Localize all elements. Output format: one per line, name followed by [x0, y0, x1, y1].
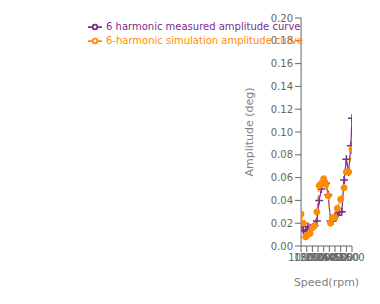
- svg-text:0.02: 0.02: [271, 218, 293, 229]
- svg-text:0.00: 0.00: [271, 241, 293, 252]
- svg-text:0.16: 0.16: [271, 58, 293, 69]
- svg-text:5500: 5500: [339, 252, 364, 263]
- svg-text:0.20: 0.20: [271, 13, 293, 24]
- svg-text:0.18: 0.18: [271, 35, 293, 46]
- svg-text:0.06: 0.06: [271, 172, 293, 183]
- svg-text:0.08: 0.08: [271, 149, 293, 160]
- svg-text:0.12: 0.12: [271, 104, 293, 115]
- svg-text:Speed(rpm): Speed(rpm): [294, 276, 359, 289]
- svg-text:0.04: 0.04: [271, 195, 293, 206]
- svg-text:0.14: 0.14: [271, 81, 293, 92]
- svg-text:Amplitude (deg): Amplitude (deg): [243, 87, 256, 176]
- svg-text:0.10: 0.10: [271, 127, 293, 138]
